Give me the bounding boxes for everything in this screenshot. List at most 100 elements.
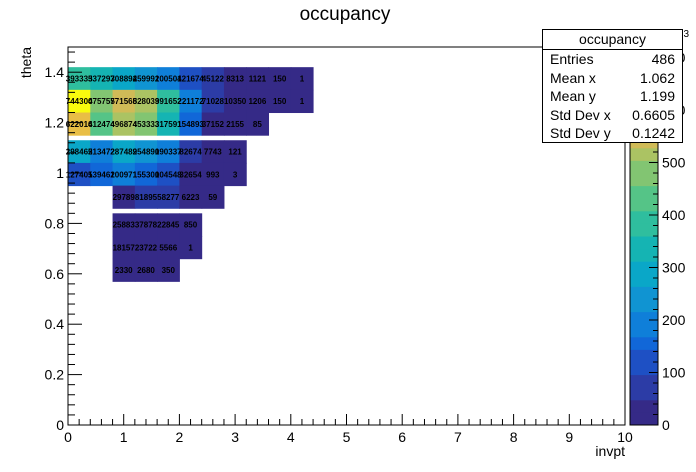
cell-value-label: 2330 — [115, 266, 133, 275]
x-axis-label: invpt — [595, 443, 625, 459]
cell-value-label: 254890 — [133, 148, 160, 157]
x-tick-label: 4 — [287, 429, 295, 445]
color-scale-band — [630, 324, 658, 338]
heatmap-cell — [68, 67, 91, 91]
heatmap-cell — [157, 140, 180, 164]
heatmap-cell — [157, 185, 180, 209]
color-scale-tick-label: 0 — [662, 417, 670, 433]
heatmap-cell — [112, 67, 136, 91]
cell-value-label: 393335 — [66, 75, 93, 84]
y-tick-label: 0.6 — [45, 266, 65, 282]
color-scale-band — [630, 311, 658, 325]
cell-value-label: 221172 — [177, 97, 204, 106]
cell-value-label: 1 — [300, 97, 305, 106]
heatmap-cell — [201, 162, 225, 187]
color-scale-tick-label: 400 — [662, 207, 686, 223]
y-tick-label: 1.2 — [45, 115, 65, 131]
cell-value-label: 18157 — [113, 243, 136, 252]
cell-value-label: 744300 — [66, 97, 93, 106]
color-scale-band — [630, 248, 658, 262]
cell-value-label: 5566 — [159, 243, 177, 252]
cell-value-label: 259991 — [133, 75, 160, 84]
color-scale-band — [630, 362, 658, 376]
color-scale-band — [630, 236, 658, 250]
heatmap-cell — [179, 236, 203, 260]
heatmap-cell — [290, 67, 314, 91]
cell-value-label: 58277 — [157, 193, 180, 202]
heatmap-cell — [134, 236, 158, 260]
heatmap-cell — [112, 112, 136, 136]
heatmap-cell — [179, 140, 203, 164]
cell-value-label: 139461 — [88, 170, 115, 179]
heatmap-cell — [157, 258, 180, 282]
cell-value-label: 82674 — [179, 148, 202, 157]
cell-value-label: 1 — [300, 75, 305, 84]
y-tick-label: 0.4 — [45, 316, 65, 332]
cell-value-label: 37878 — [135, 221, 158, 230]
heatmap-cell — [201, 67, 225, 91]
cell-value-label: 317591 — [155, 120, 182, 129]
x-tick-label: 1 — [120, 429, 128, 445]
cell-value-label: 8313 — [226, 75, 244, 84]
heatmap-cell — [179, 213, 203, 237]
x-tick-label: 7 — [454, 429, 462, 445]
heatmap-cell — [68, 140, 91, 164]
cell-value-label: 29789 — [113, 193, 136, 202]
cell-value-label: 71028 — [202, 97, 225, 106]
heatmap-cells — [68, 67, 314, 282]
heatmap-cell — [134, 67, 158, 91]
heatmap-cell — [223, 67, 247, 91]
heatmap-cell — [268, 67, 292, 91]
cell-value-label: 528039 — [133, 97, 160, 106]
stats-row-stddev-x: Std Dev x 0.6605 — [543, 106, 682, 125]
y-tick-label: 1.4 — [45, 64, 65, 80]
color-scale-tick-label: 300 — [662, 260, 686, 276]
heatmap-cell — [201, 185, 225, 209]
heatmap-cell — [90, 140, 114, 164]
cell-value-label: 453333 — [133, 120, 160, 129]
stats-label: Entries — [550, 51, 594, 67]
cell-value-label: 10350 — [224, 97, 247, 106]
heatmap-cell — [246, 112, 270, 136]
cell-value-label: 155300 — [133, 170, 160, 179]
color-scale-band — [630, 286, 658, 300]
heatmap-cell — [201, 140, 225, 164]
stats-label: Mean y — [550, 88, 596, 104]
cell-value-label: 81895 — [135, 193, 158, 202]
cell-value-label: 200504 — [155, 75, 182, 84]
cell-value-label: 1 — [188, 243, 193, 252]
cell-value-label: 622016 — [66, 120, 93, 129]
heatmap-cell — [90, 89, 114, 114]
cell-value-label: 121 — [228, 148, 242, 157]
heatmap-cell — [68, 162, 91, 187]
heatmap-cell — [68, 112, 91, 136]
color-scale-band — [630, 399, 658, 413]
heatmap-cell-labels: 3933353372973088942599912005041216744512… — [66, 75, 305, 276]
color-scale-exponent: 3 — [683, 29, 689, 40]
heatmap-cell — [290, 89, 314, 114]
stats-value: 0.6605 — [632, 106, 675, 123]
x-tick-label: 9 — [565, 429, 573, 445]
x-tick-label: 10 — [617, 429, 633, 445]
cell-value-label: 150 — [273, 97, 287, 106]
color-scale-band — [630, 160, 658, 174]
color-scale-band — [630, 387, 658, 401]
x-tick-label: 8 — [510, 429, 518, 445]
heatmap-cell — [157, 112, 180, 136]
chart-title: occupancy — [300, 4, 391, 25]
cell-value-label: 85 — [253, 120, 262, 129]
cell-value-label: 412474 — [88, 120, 115, 129]
stats-value: 0.1242 — [632, 125, 675, 141]
cell-value-label: 475757 — [88, 97, 115, 106]
cell-value-label: 571568 — [110, 97, 137, 106]
cell-value-label: 127405 — [66, 170, 93, 179]
heatmap-cell — [112, 236, 136, 260]
x-tick-label: 0 — [64, 429, 72, 445]
y-tick-label: 0.8 — [45, 215, 65, 231]
color-scale-tick-label: 100 — [662, 365, 686, 381]
heatmap-cell — [201, 112, 225, 136]
heatmap-cell — [134, 185, 158, 209]
y-axis: 0 0.2 0.4 0.6 0.8 1 1.2 1.4 — [45, 51, 82, 433]
color-scale-band — [630, 147, 658, 161]
cell-value-label: 2155 — [226, 120, 244, 129]
